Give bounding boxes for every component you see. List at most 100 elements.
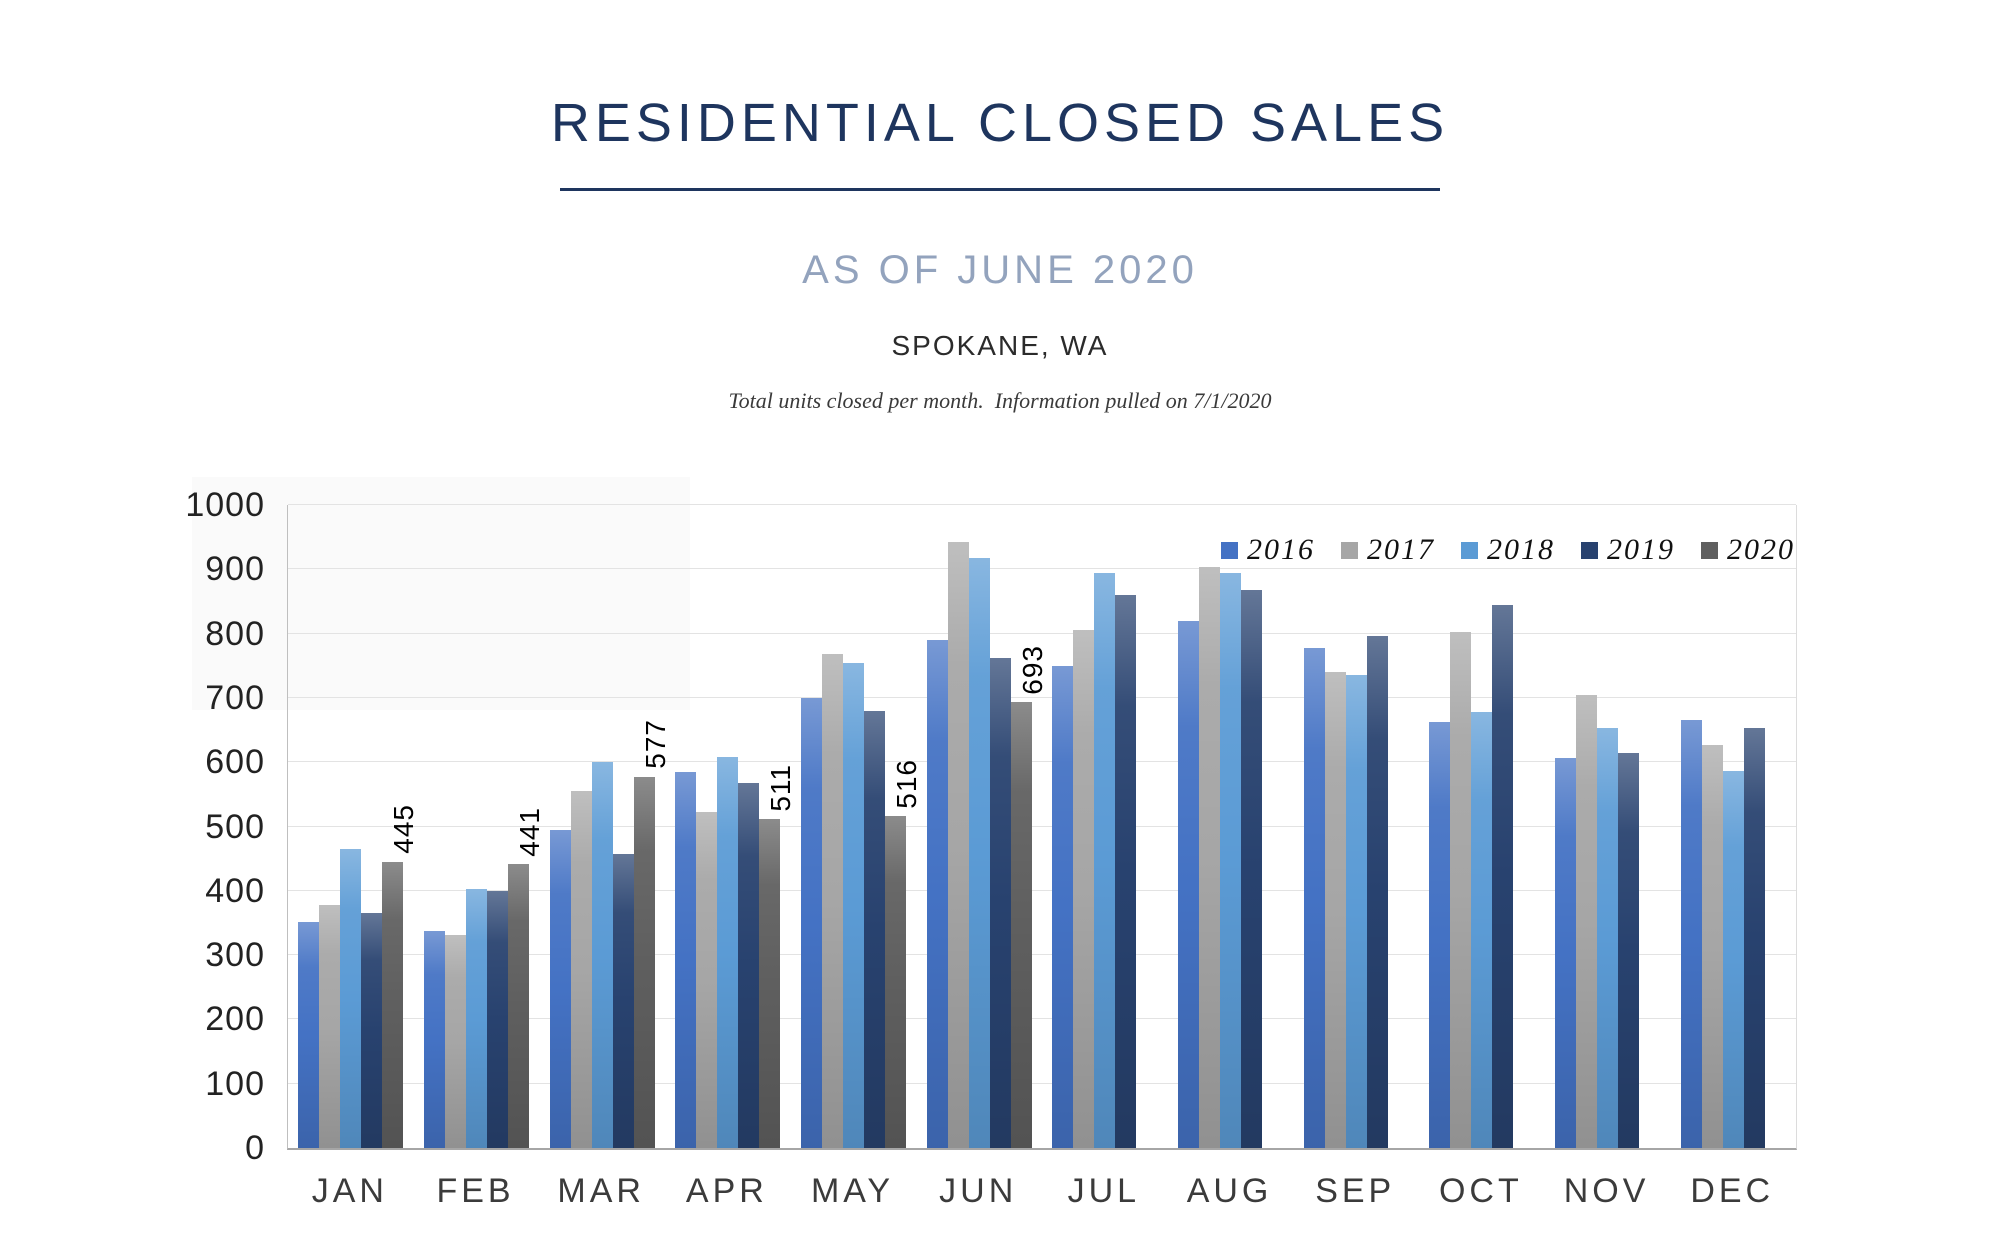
bar-2017-sep [1324, 672, 1346, 1148]
bar-2018-apr [717, 757, 739, 1148]
x-tick-feb: FEB [436, 1172, 515, 1210]
bar-2020-jun: 693 [1010, 645, 1048, 1148]
x-tick-oct: OCT [1438, 1172, 1523, 1210]
x-tick-mar: MAR [557, 1172, 645, 1210]
x-tick-apr: APR [685, 1172, 768, 1210]
data-label-2020-mar: 577 [639, 719, 671, 769]
title-underline [560, 188, 1440, 191]
bar-2018-dec [1722, 770, 1744, 1149]
bar-2018-jun [968, 557, 990, 1149]
legend-item-2020: 2020 [1701, 533, 1795, 567]
y-tick-600: 600 [205, 743, 265, 782]
bar-2019-aug [1241, 589, 1263, 1149]
location-label: SPOKANE, WA [891, 330, 1109, 361]
gridline-1000 [288, 504, 1796, 505]
legend-item-2018: 2018 [1461, 533, 1555, 567]
bar-2016-may [801, 697, 823, 1149]
bar-2016-oct [1429, 721, 1451, 1149]
bar-group-feb: 441 [414, 505, 545, 1149]
bar-2016-nov [1555, 757, 1577, 1149]
bar-2019-jun [989, 658, 1011, 1148]
y-tick-500: 500 [205, 807, 265, 846]
bar-2018-mar [591, 762, 613, 1148]
y-tick-400: 400 [205, 871, 265, 910]
bar-group-nov [1545, 505, 1671, 1149]
x-tick-jan: JAN [311, 1172, 388, 1210]
bar-2017-may [822, 654, 844, 1148]
legend-item-2016: 2016 [1221, 533, 1315, 567]
x-axis-labels: JAN FEB MAR APR MAY JUN JUL AUG SEP OCT NOV DEC [287, 1172, 1795, 1211]
y-tick-0: 0 [245, 1129, 265, 1167]
bar-2019-oct [1492, 604, 1514, 1149]
bar-2019-mar [612, 853, 634, 1149]
data-label-2020-jun: 693 [1016, 644, 1048, 695]
bar-2020-feb: 441 [508, 807, 545, 1148]
bar-2020-may: 516 [885, 759, 922, 1148]
bar-group-dec [1670, 505, 1796, 1149]
bar-2019-sep [1366, 635, 1388, 1149]
y-axis-labels: 0 100 200 300 400 500 600 700 800 900 1000 [120, 486, 275, 1167]
bar-group-apr: 511 [665, 505, 796, 1149]
bar-group-jan: 445 [288, 505, 419, 1149]
bar-2019-may [864, 710, 886, 1149]
gridline-800 [288, 632, 1796, 634]
page-subtitle: AS OF JUNE 2020 [802, 248, 1198, 292]
bar-group-jul [1042, 505, 1168, 1149]
legend-item-2019: 2019 [1581, 533, 1675, 567]
bar-2017-mar [570, 791, 592, 1148]
data-label-2020-apr: 511 [765, 763, 797, 812]
gridline-900 [288, 568, 1796, 570]
legend-swatch-2016 [1221, 541, 1238, 559]
x-tick-jul: JUL [1067, 1172, 1141, 1210]
footnote: Total units closed per month. Informatio… [728, 388, 1272, 413]
legend-label-2016: 2016 [1247, 533, 1315, 566]
legend-label-2020: 2020 [1727, 533, 1795, 566]
bar-2017-aug [1199, 567, 1221, 1148]
legend-swatch-2019 [1581, 541, 1598, 559]
data-label-2020-feb: 441 [514, 806, 545, 857]
bar-2016-jul [1052, 665, 1074, 1149]
x-tick-nov: NOV [1563, 1172, 1650, 1210]
x-tick-jun: JUN [939, 1172, 1018, 1210]
y-tick-1000: 1000 [185, 486, 265, 524]
bar-2017-nov [1576, 694, 1598, 1149]
y-tick-100: 100 [205, 1064, 265, 1103]
bar-2017-jan [319, 904, 341, 1149]
bar-group-aug [1168, 505, 1294, 1149]
bar-2016-aug [1178, 620, 1200, 1149]
gridline-500 [288, 825, 1796, 827]
legend-label-2019: 2019 [1607, 533, 1675, 566]
bar-group-jun: 693 [916, 505, 1048, 1149]
bar-2018-may [843, 662, 865, 1149]
bar-2017-apr [696, 811, 718, 1149]
bar-2018-nov [1597, 728, 1619, 1148]
page-title: RESIDENTIAL CLOSED SALES [550, 93, 1450, 153]
y-tick-700: 700 [205, 678, 265, 717]
plot-area: 445 441 577 511 516 693 [287, 504, 1797, 1150]
x-tick-may: MAY [810, 1172, 895, 1210]
x-tick-aug: AUG [1186, 1172, 1273, 1210]
bar-2016-mar [549, 829, 571, 1149]
bar-2019-feb [487, 890, 508, 1149]
bar-2018-jan [340, 849, 362, 1148]
y-tick-800: 800 [205, 614, 265, 653]
gridline-400 [288, 889, 1796, 891]
data-label-2020-may: 516 [891, 758, 923, 809]
bar-2016-dec [1680, 720, 1702, 1148]
background-artifact [192, 477, 690, 710]
bar-2019-dec [1743, 728, 1765, 1148]
bar-2017-feb [445, 934, 466, 1149]
bar-2016-jan [298, 921, 320, 1149]
legend-label-2017: 2017 [1367, 533, 1435, 566]
bar-2016-apr [675, 771, 697, 1149]
bar-group-oct [1419, 505, 1545, 1149]
legend-swatch-2018 [1461, 541, 1478, 559]
bar-group-sep [1293, 505, 1419, 1149]
bar-group-mar: 577 [539, 505, 671, 1149]
gridline-700 [288, 696, 1796, 698]
bar-2018-feb [466, 888, 487, 1149]
bar-2016-jun [926, 640, 948, 1148]
gridline-300 [288, 954, 1796, 956]
data-label-2020-jan: 445 [388, 804, 420, 854]
